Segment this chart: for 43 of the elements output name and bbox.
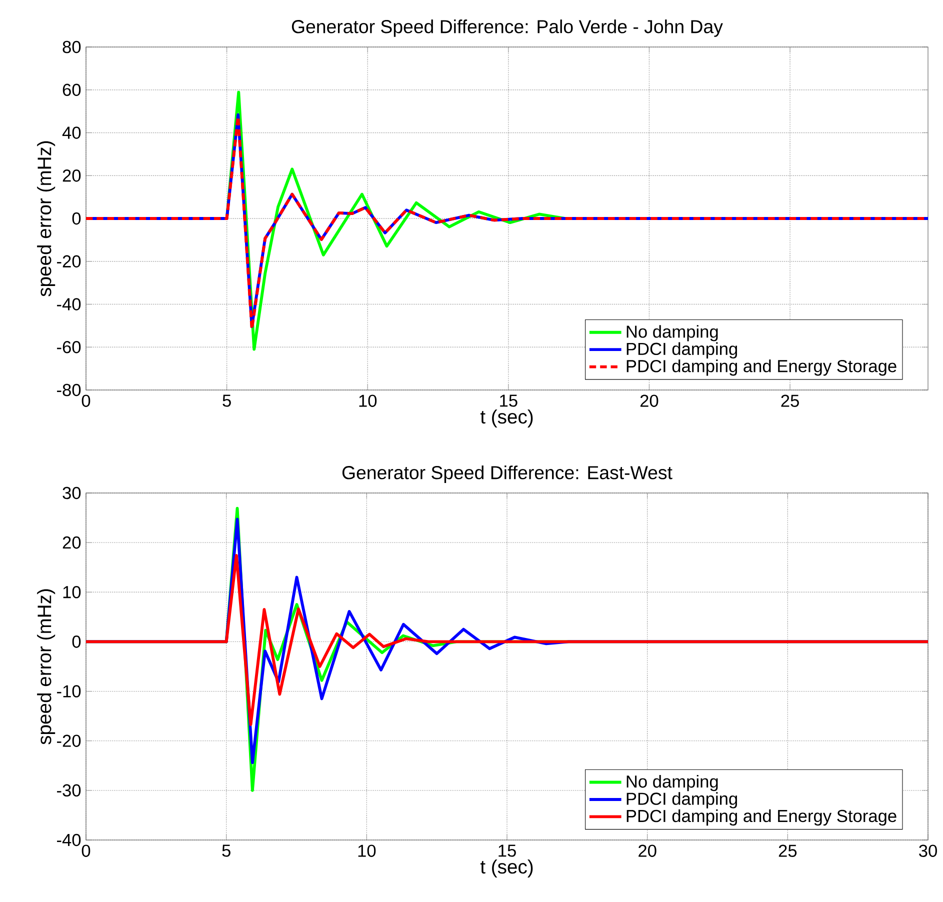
x-axis-title: t (sec) <box>480 859 533 878</box>
y-tick-label: 0 <box>72 212 81 225</box>
y-tick-label: 30 <box>62 486 81 500</box>
y-tick-label: -80 <box>57 384 81 396</box>
y-tick-label: 0 <box>72 636 81 648</box>
y-tick-label: -40 <box>57 834 81 846</box>
y-tick-label: 80 <box>62 40 81 54</box>
x-tick-label: 5 <box>222 394 231 407</box>
x-tick-label: 20 <box>640 394 658 407</box>
x-tick-label: 0 <box>82 844 90 857</box>
x-tick-label: 10 <box>359 394 377 407</box>
legend-label: No damping <box>626 325 718 342</box>
y-tick-label: 20 <box>62 536 81 549</box>
y-tick-label: -10 <box>57 685 81 698</box>
x-tick-label: 0 <box>82 394 90 407</box>
x-tick-label: 25 <box>778 844 797 857</box>
legend-label: PDCI damping and Energy Storage <box>626 360 896 376</box>
y-tick-label: 40 <box>62 126 81 139</box>
chart-title: Generator Speed Difference: Palo Verde - John Day <box>292 20 723 37</box>
x-tick-label: 5 <box>222 844 230 857</box>
y-tick-label: -20 <box>57 255 81 268</box>
x-axis-title: t (sec) <box>480 409 533 428</box>
y-axis-title: speed error (mHz) <box>37 141 56 296</box>
y-tick-label: 60 <box>62 84 81 96</box>
legend-label: PDCI damping and Energy Storage <box>626 809 896 826</box>
chart-title: Generator Speed Difference: East-West <box>342 466 672 483</box>
x-tick-label: 15 <box>500 394 518 407</box>
x-tick-label: 15 <box>498 844 516 857</box>
y-axis-title: speed error (mHz) <box>37 589 56 744</box>
x-tick-label: 30 <box>919 844 937 857</box>
y-tick-label: -20 <box>57 734 81 747</box>
line-series <box>86 554 928 726</box>
y-tick-label: -60 <box>57 340 81 354</box>
legend-label: PDCI damping <box>626 342 738 358</box>
legend-label: No damping <box>626 774 718 792</box>
y-tick-label: -30 <box>57 784 81 797</box>
legend-label: PDCI damping <box>626 792 738 808</box>
x-tick-label: 20 <box>638 844 656 857</box>
y-tick-label: -40 <box>57 298 81 310</box>
x-tick-label: 25 <box>781 394 799 407</box>
y-tick-label: 20 <box>62 169 81 182</box>
y-tick-label: 10 <box>63 586 81 598</box>
x-tick-label: 10 <box>358 844 376 857</box>
